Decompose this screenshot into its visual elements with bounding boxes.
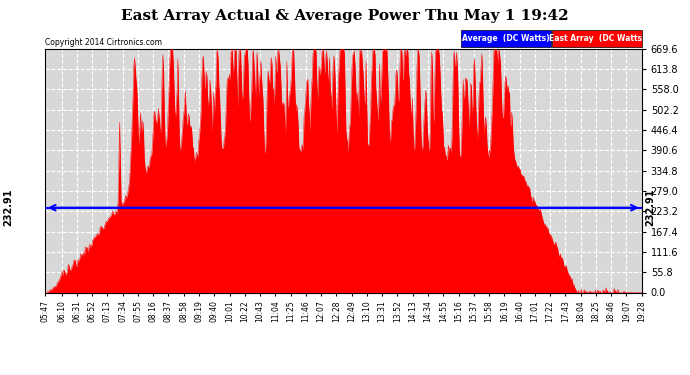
Text: Copyright 2014 Cirtronics.com: Copyright 2014 Cirtronics.com [45, 38, 162, 47]
Text: East Array  (DC Watts): East Array (DC Watts) [549, 34, 645, 43]
Text: 232.91: 232.91 [3, 189, 13, 226]
Text: 232.91: 232.91 [645, 189, 655, 226]
Text: East Array Actual & Average Power Thu May 1 19:42: East Array Actual & Average Power Thu Ma… [121, 9, 569, 23]
Text: Average  (DC Watts): Average (DC Watts) [462, 34, 549, 43]
